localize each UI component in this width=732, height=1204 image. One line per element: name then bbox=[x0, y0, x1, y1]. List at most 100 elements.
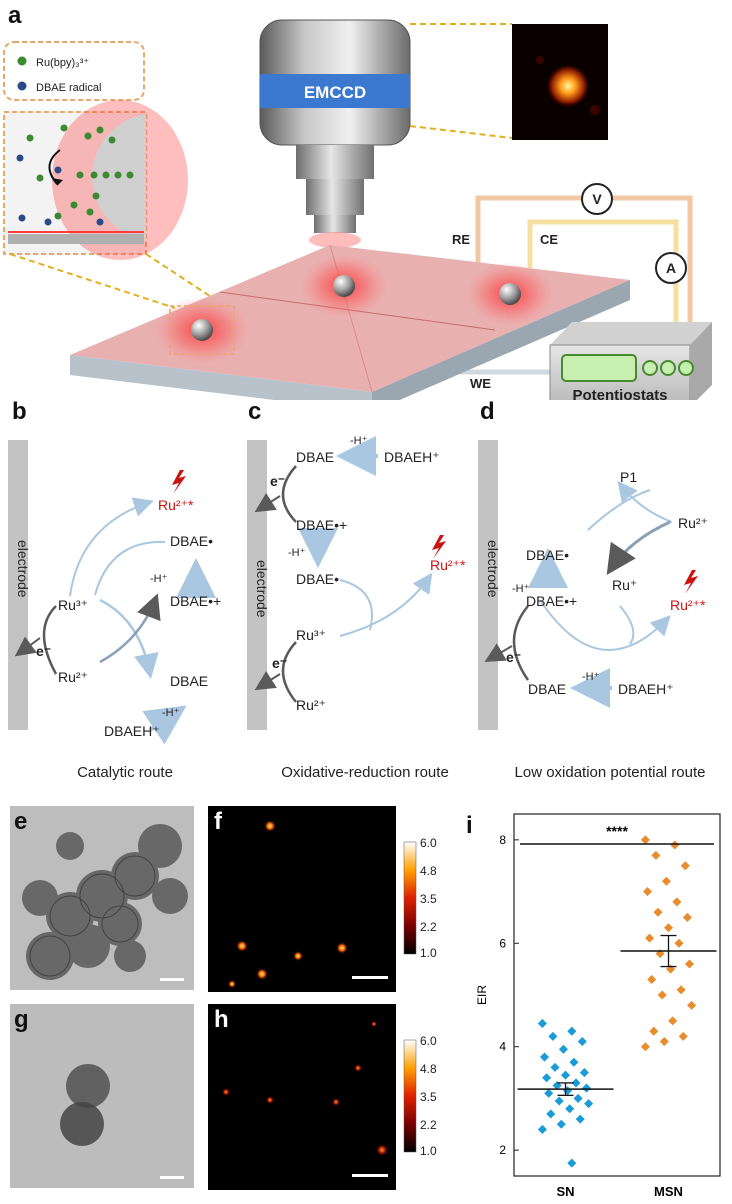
c-h-minus-top: -H⁺ bbox=[350, 435, 368, 447]
c-ru2star: Ru²⁺* bbox=[430, 557, 466, 573]
panel-label-i: i bbox=[466, 812, 473, 839]
data-point-msn bbox=[668, 1016, 678, 1026]
data-point-msn bbox=[670, 840, 680, 850]
panel-a-schematic: Ru(bpy)₃³⁺ DBAE radical EMCCD RE CE WE V… bbox=[3, 19, 712, 400]
cbar-h-tick-4: 1.0 bbox=[420, 1144, 437, 1158]
c-h-minus-mid: -H⁺ bbox=[288, 547, 306, 559]
d-ru-plus: Ru⁺ bbox=[612, 577, 637, 593]
electrode-label-d: electrode bbox=[485, 540, 501, 598]
d-p1: P1 bbox=[620, 469, 637, 485]
data-point-sn bbox=[558, 1044, 568, 1054]
data-point-msn bbox=[663, 923, 674, 933]
data-point-msn bbox=[687, 1000, 697, 1010]
caption-d: Low oxidation potential route bbox=[514, 764, 706, 781]
data-point-sn bbox=[569, 1057, 579, 1067]
colorbar-h: 6.0 4.8 3.5 2.2 1.0 bbox=[403, 1036, 437, 1158]
b-dbae-radical: DBAE• bbox=[170, 533, 213, 549]
data-point-msn bbox=[661, 876, 671, 886]
cbar-h-tick-1: 4.8 bbox=[420, 1062, 437, 1076]
d-dbaeh: DBAEH⁺ bbox=[618, 681, 674, 697]
tem-image-msn bbox=[10, 806, 194, 990]
panel-label-h: h bbox=[214, 1006, 229, 1033]
c-ru2: Ru²⁺ bbox=[296, 697, 326, 713]
panel-label-c: c bbox=[248, 398, 262, 425]
data-point-sn bbox=[577, 1037, 587, 1047]
cbar-f-tick-1: 4.8 bbox=[420, 864, 437, 878]
panel-label-f: f bbox=[214, 808, 222, 835]
data-point-sn bbox=[567, 1026, 577, 1036]
data-point-sn bbox=[550, 1062, 560, 1072]
d-h-minus-2: -H⁺ bbox=[582, 671, 600, 683]
data-point-msn bbox=[640, 835, 650, 845]
b-dbae-cation: DBAE•+ bbox=[170, 593, 221, 609]
data-point-sn bbox=[579, 1068, 589, 1078]
d-ru2star: Ru²⁺* bbox=[670, 597, 706, 613]
tem-image-sn bbox=[10, 1004, 194, 1188]
data-point-msn bbox=[647, 974, 657, 985]
c-dbaeh: DBAEH⁺ bbox=[384, 449, 440, 465]
data-point-sn bbox=[567, 1158, 577, 1168]
dbae-legend-dot bbox=[17, 81, 27, 91]
data-point-msn bbox=[640, 1042, 650, 1052]
electrode-c bbox=[247, 440, 267, 730]
data-point-sn bbox=[575, 1114, 585, 1124]
caption-c: Oxidative-reduction route bbox=[281, 764, 449, 781]
re-label: RE bbox=[452, 232, 470, 247]
electrode-label-b: electrode bbox=[15, 540, 31, 598]
y-tick-label: 4 bbox=[499, 1040, 506, 1054]
b-ru2: Ru²⁺ bbox=[58, 669, 88, 685]
data-point-msn bbox=[674, 938, 684, 948]
d-ru2: Ru²⁺ bbox=[678, 515, 708, 531]
d-h-minus-1: -H⁺ bbox=[512, 583, 530, 595]
camera-label: EMCCD bbox=[304, 83, 366, 102]
panel-label-e: e bbox=[14, 808, 28, 835]
cbar-f-tick-3: 2.2 bbox=[420, 920, 437, 934]
legend-ru-label: Ru(bpy)₃³⁺ bbox=[36, 57, 89, 69]
data-point-msn bbox=[653, 907, 663, 917]
caption-b: Catalytic route bbox=[77, 764, 173, 781]
b-dbaeh: DBAEH⁺ bbox=[104, 723, 160, 739]
data-point-msn bbox=[672, 897, 682, 907]
data-point-sn bbox=[556, 1119, 566, 1129]
ammeter-label: A bbox=[666, 260, 676, 276]
electrode-label-c: electrode bbox=[254, 560, 270, 618]
data-point-sn bbox=[573, 1093, 583, 1103]
potentiostat-label: Potentiostats bbox=[572, 387, 667, 400]
colorbar-f: 6.0 4.8 3.5 2.2 1.0 bbox=[403, 838, 437, 958]
c-dbae: DBAE bbox=[296, 449, 334, 465]
catalytic-route-diagram bbox=[14, 470, 216, 745]
c-dbae-radical: DBAE• bbox=[296, 571, 339, 587]
panel-label-g: g bbox=[14, 1006, 29, 1033]
y-tick-label: 6 bbox=[499, 936, 506, 950]
plot-frame bbox=[513, 813, 721, 1177]
cbar-h-tick-3: 2.2 bbox=[420, 1118, 437, 1132]
data-point-msn bbox=[651, 850, 661, 860]
legend-dbae-label: DBAE radical bbox=[36, 82, 101, 94]
significance-marker: **** bbox=[606, 823, 628, 839]
data-point-sn bbox=[542, 1073, 552, 1083]
cbar-h-tick-0: 6.0 bbox=[420, 1036, 437, 1048]
mechanism-diagrams: electrode Ru²⁺* DBAE• -H⁺ DBAE•+ Ru³⁺ e⁻… bbox=[8, 435, 708, 745]
ru-legend-dot bbox=[17, 56, 27, 66]
data-point-sn bbox=[563, 1086, 573, 1096]
d-dbae-cation: DBAE•+ bbox=[526, 593, 577, 609]
y-tick-label: 8 bbox=[499, 833, 506, 847]
cbar-f-tick-2: 3.5 bbox=[420, 892, 437, 906]
data-point-sn bbox=[581, 1083, 592, 1093]
b-ru3: Ru³⁺ bbox=[58, 597, 88, 613]
electrode-b bbox=[8, 440, 28, 730]
data-point-msn bbox=[684, 959, 695, 969]
panel-label-a: a bbox=[8, 2, 22, 29]
data-point-sn bbox=[584, 1099, 594, 1109]
d-e-minus: e⁻ bbox=[506, 649, 521, 665]
d-dbae-radical: DBAE• bbox=[526, 547, 569, 563]
y-axis-label: EIR bbox=[475, 985, 489, 1005]
panel-label-d: d bbox=[480, 398, 495, 425]
data-point-sn bbox=[539, 1052, 550, 1062]
cbar-h-tick-2: 3.5 bbox=[420, 1090, 437, 1104]
data-point-msn bbox=[645, 933, 655, 943]
data-point-sn bbox=[537, 1018, 547, 1028]
data-point-sn bbox=[554, 1096, 564, 1106]
b-dbae: DBAE bbox=[170, 673, 208, 689]
we-label: WE bbox=[470, 376, 491, 391]
